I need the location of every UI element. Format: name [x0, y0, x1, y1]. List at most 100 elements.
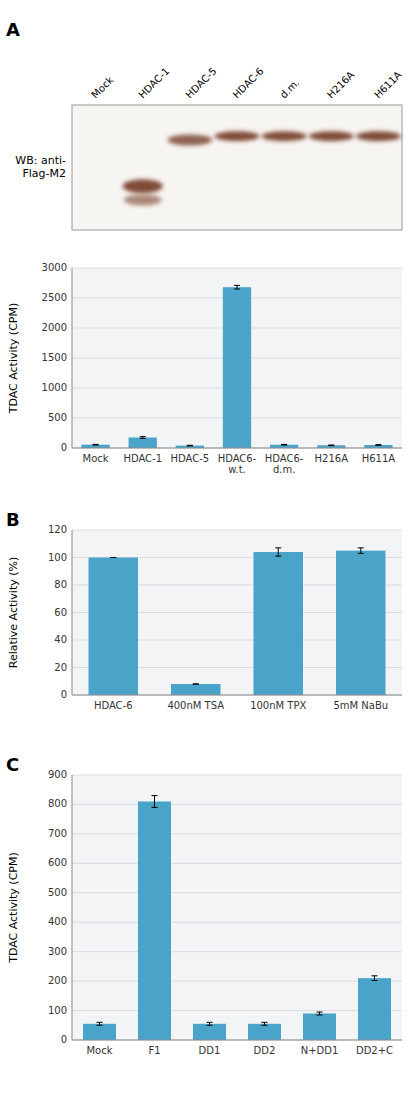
error-bar — [97, 1022, 103, 1025]
panel-label: C — [6, 754, 19, 775]
text-line: d.m. — [273, 464, 295, 475]
text-line: DD2+C — [356, 1045, 393, 1056]
x-tick-label: N+DD1 — [301, 1045, 339, 1056]
error-cap — [234, 289, 240, 290]
lane-label: HDAC-1 — [136, 65, 171, 100]
y-tick-label: 0 — [61, 1034, 67, 1045]
y-tick-label: 1000 — [42, 382, 67, 393]
text-line: HDAC-6 — [94, 700, 133, 711]
bar — [336, 551, 386, 695]
bar — [248, 1024, 281, 1040]
y-tick-label: 120 — [48, 524, 67, 535]
band — [309, 131, 354, 141]
error-cap — [93, 445, 99, 446]
error-stem — [237, 285, 238, 289]
y-tick-label: 0 — [61, 442, 67, 453]
error-cap — [97, 1022, 103, 1023]
bars — [89, 548, 386, 695]
grid-line — [72, 530, 402, 531]
y-tick-label: 3000 — [42, 262, 67, 273]
y-tick-label: 1500 — [42, 352, 67, 363]
figure: AMockHDAC-1HDAC-5HDAC-6d.m.H216AH611AWB:… — [0, 0, 416, 1098]
x-axis-line — [72, 1040, 402, 1041]
error-cap — [317, 1014, 323, 1015]
error-stem — [374, 976, 375, 981]
x-tick-label: 100nM TPX — [250, 700, 306, 711]
bars — [81, 285, 392, 448]
error-bar — [375, 444, 381, 446]
blot-label: WB: anti-Flag-M2 — [15, 154, 66, 180]
bar — [193, 1024, 226, 1040]
bar — [89, 558, 139, 696]
x-tick-label: F1 — [148, 1045, 160, 1056]
x-tick-label: Mock — [83, 453, 109, 464]
x-tick-label: HDAC-5 — [171, 453, 210, 464]
band — [262, 131, 307, 141]
y-tick-label: 300 — [48, 946, 67, 957]
grid-line — [72, 981, 402, 982]
grid-line — [72, 951, 402, 952]
panel-label: A — [6, 19, 20, 40]
text-line: Mock — [86, 1045, 112, 1056]
blot-panel: AMockHDAC-1HDAC-5HDAC-6d.m.H216AH611AWB:… — [6, 19, 404, 230]
error-cap — [317, 1012, 323, 1013]
error-cap — [262, 1022, 268, 1023]
grid-line — [72, 268, 402, 269]
text-line: HDAC6- — [265, 453, 304, 464]
error-cap — [193, 684, 199, 685]
text-line: HDAC-1 — [123, 453, 162, 464]
error-bar — [262, 1022, 268, 1025]
text-line: HDAC-5 — [171, 453, 210, 464]
y-axis-label: TDAC Activity (CPM) — [7, 303, 20, 415]
error-bar — [275, 548, 281, 556]
x-tick-label: HDAC-6 — [94, 700, 133, 711]
text-line: 400nM TSA — [167, 700, 224, 711]
x-axis-line — [72, 448, 402, 449]
bar-panel: B020406080100120Relative Activity (%)HDA… — [6, 509, 402, 711]
bar — [129, 438, 157, 449]
y-tick-label: 400 — [48, 916, 67, 927]
y-tick-label: 2000 — [42, 322, 67, 333]
y-axis-line — [72, 775, 73, 1040]
plot-bg — [72, 775, 402, 1040]
grid-line — [72, 1040, 402, 1041]
x-tick-label: Mock — [86, 1045, 112, 1056]
y-axis-line — [72, 268, 73, 448]
text-line: N+DD1 — [301, 1045, 339, 1056]
error-bar — [234, 285, 240, 289]
y-tick-label: 60 — [54, 607, 67, 618]
error-stem — [360, 548, 361, 554]
grid-line — [72, 695, 402, 696]
lane-label: HDAC-6 — [231, 65, 266, 100]
x-tick-label: DD2 — [254, 1045, 276, 1056]
bar — [358, 978, 391, 1040]
error-cap — [328, 445, 334, 446]
band — [123, 179, 163, 193]
error-cap — [358, 547, 364, 548]
bar-panel: C0100200300400500600700800900TDAC Activi… — [6, 754, 402, 1056]
lane-label: H216A — [325, 69, 357, 101]
grid-line — [72, 448, 402, 449]
error-stem — [154, 796, 155, 808]
bar — [223, 287, 251, 448]
error-cap — [358, 553, 364, 554]
plot-bg — [72, 530, 402, 695]
plot-bg — [72, 268, 402, 448]
error-cap — [372, 980, 378, 981]
y-tick-label: 100 — [48, 1005, 67, 1016]
error-cap — [140, 436, 146, 437]
grid-line — [72, 922, 402, 923]
bar — [303, 1014, 336, 1041]
error-cap — [207, 1025, 213, 1026]
y-tick-label: 500 — [48, 887, 67, 898]
x-tick-label: DD2+C — [356, 1045, 393, 1056]
text-line: DD1 — [199, 1045, 221, 1056]
y-tick-label: 40 — [54, 634, 67, 645]
y-tick-label: 800 — [48, 798, 67, 809]
text-line: 5mM NaBu — [333, 700, 388, 711]
error-cap — [97, 1025, 103, 1026]
y-tick-label: 20 — [54, 662, 67, 673]
y-tick-label: 700 — [48, 828, 67, 839]
error-cap — [281, 445, 287, 446]
x-tick-label: HDAC6-w.t. — [218, 453, 257, 475]
